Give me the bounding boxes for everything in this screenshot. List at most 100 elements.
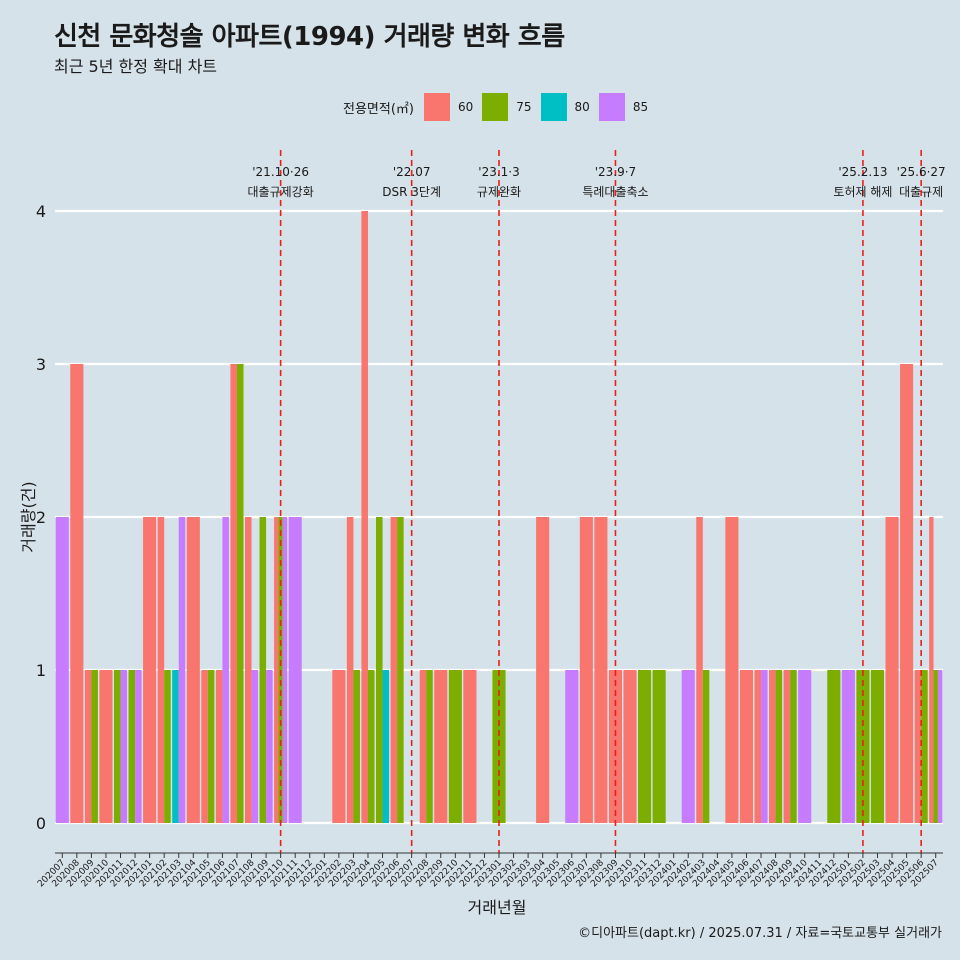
bar-202203-75: [353, 670, 360, 823]
bar-202504-60: [885, 517, 899, 823]
bar-202103-80: [172, 670, 179, 823]
bar-202110-60: [274, 517, 279, 823]
y-axis-label: 거래량(건): [19, 481, 38, 552]
bar-202408-60: [769, 670, 776, 823]
event-desc-label-202309: 특례대출축소: [582, 185, 648, 199]
bar-202407-85: [761, 670, 768, 823]
bar-202406-60: [739, 670, 754, 823]
bar-202507-75: [933, 670, 938, 823]
legend-swatch-85: [598, 93, 625, 121]
bar-202304-60: [536, 517, 550, 823]
legend-title: 전용면적(㎡): [343, 101, 414, 117]
bar-202206-60: [390, 517, 398, 823]
event-date-label-202207: '22.07: [393, 165, 431, 179]
bar-202205-80: [382, 670, 390, 823]
bar-202506-60: [914, 670, 922, 823]
bars: [55, 211, 943, 823]
bar-202409-60: [783, 670, 791, 823]
legend-item-80: 80: [540, 93, 590, 121]
bar-202109-75: [259, 517, 267, 823]
event-desc-label-202502: 토허제 해제: [833, 185, 892, 199]
bar-202310-60: [623, 670, 637, 823]
y-tick-label-0: 0: [36, 814, 46, 833]
bar-202102-60: [157, 517, 165, 823]
bar-202412-75: [827, 670, 841, 823]
legend-label-80: 80: [574, 100, 590, 114]
legend-label-60: 60: [457, 100, 474, 114]
bar-202503-75: [870, 670, 885, 823]
bar-202507-60: [929, 517, 934, 823]
event-date-label-202506: '25.6·27: [897, 165, 946, 179]
bar-202204-75: [367, 670, 375, 823]
y-tick-label-2: 2: [36, 508, 46, 527]
bar-202103-85: [178, 517, 186, 823]
event-date-label-202301: '23.1·3: [478, 165, 519, 179]
bar-202109-85: [266, 670, 273, 823]
chart-title: 신천 문화청솔 아파트(1994) 거래량 변화 흐름: [54, 22, 565, 52]
bar-202009-75: [91, 670, 98, 823]
chart-subtitle: 최근 5년 한정 확대 차트: [54, 57, 218, 76]
bar-202301-75: [492, 670, 506, 823]
bar-202409-75: [790, 670, 797, 823]
y-tick-label-3: 3: [36, 355, 46, 374]
bar-202311-75: [638, 670, 652, 823]
legend-label-85: 85: [632, 100, 649, 114]
bar-202107-60: [230, 364, 237, 823]
bar-202009-60: [84, 670, 92, 823]
bar-202205-75: [375, 517, 383, 823]
legend-swatch-60: [423, 93, 450, 121]
bar-202012-85: [135, 670, 142, 823]
bar-202410-85: [798, 670, 812, 823]
bar-202110-85: [282, 517, 288, 823]
bar-202211-60: [463, 670, 477, 823]
bar-202105-60: [201, 670, 208, 823]
y-tick-label-1: 1: [36, 661, 46, 680]
bar-202108-60: [244, 517, 252, 823]
bar-202210-75: [448, 670, 462, 823]
bar-202008-60: [70, 364, 84, 823]
bar-202502-75: [856, 670, 870, 823]
bar-202208-75: [426, 670, 433, 823]
bar-202012-75: [128, 670, 136, 823]
y-tick-label-4: 4: [36, 202, 46, 221]
bar-202011-75: [113, 670, 121, 823]
bar-202101-60: [143, 517, 157, 823]
bar-202307-60: [579, 517, 593, 823]
bar-202312-75: [652, 670, 666, 823]
bar-202011-85: [120, 670, 128, 823]
source-caption: ©디아파트(dapt.kr) / 2025.07.31 / 자료=국토교통부 실…: [578, 926, 942, 941]
bar-202405-60: [725, 517, 739, 823]
legend-item-75: 75: [482, 93, 532, 121]
bar-202106-60: [215, 670, 223, 823]
legend-item-85: 85: [598, 93, 649, 121]
legend: 전용면적(㎡) 60 75 80 85: [343, 92, 657, 122]
event-desc-label-202301: 규제완화: [477, 185, 521, 199]
bar-202402-85: [681, 670, 695, 823]
event-desc-label-202207: DSR 3단계: [382, 185, 441, 199]
event-date-label-202110: '21.10·26: [252, 165, 309, 179]
legend-item-60: 60: [423, 93, 474, 121]
event-desc-label-202110: 대출규제강화: [248, 185, 314, 199]
bar-202308-60: [594, 517, 608, 823]
bar-202105-75: [207, 670, 215, 823]
bar-202007-85: [55, 517, 69, 823]
event-desc-label-202506: 대출규제: [899, 185, 943, 199]
bar-202107-75: [236, 364, 244, 823]
legend-label-75: 75: [516, 100, 532, 114]
bar-202108-85: [251, 670, 259, 823]
bar-202204-60: [361, 211, 368, 823]
bar-202309-60: [608, 670, 623, 823]
bar-202202-60: [332, 670, 346, 823]
bar-202403-75: [702, 670, 710, 823]
bar-202208-60: [419, 670, 427, 823]
bar-202010-60: [99, 670, 113, 823]
bar-202106-85: [222, 517, 229, 823]
legend-swatch-80: [540, 93, 567, 121]
bar-202306-85: [565, 670, 579, 823]
bar-202403-60: [696, 517, 703, 823]
bar-202507-85: [937, 670, 943, 823]
event-date-label-202502: '25.2.13: [838, 165, 887, 179]
event-date-label-202309: '23.9·7: [595, 165, 636, 179]
bar-202501-85: [841, 670, 855, 823]
